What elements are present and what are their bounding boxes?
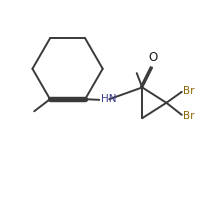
Text: Br: Br: [183, 86, 194, 96]
Text: HN: HN: [101, 94, 116, 104]
Text: O: O: [149, 51, 158, 64]
Text: Br: Br: [183, 111, 194, 121]
